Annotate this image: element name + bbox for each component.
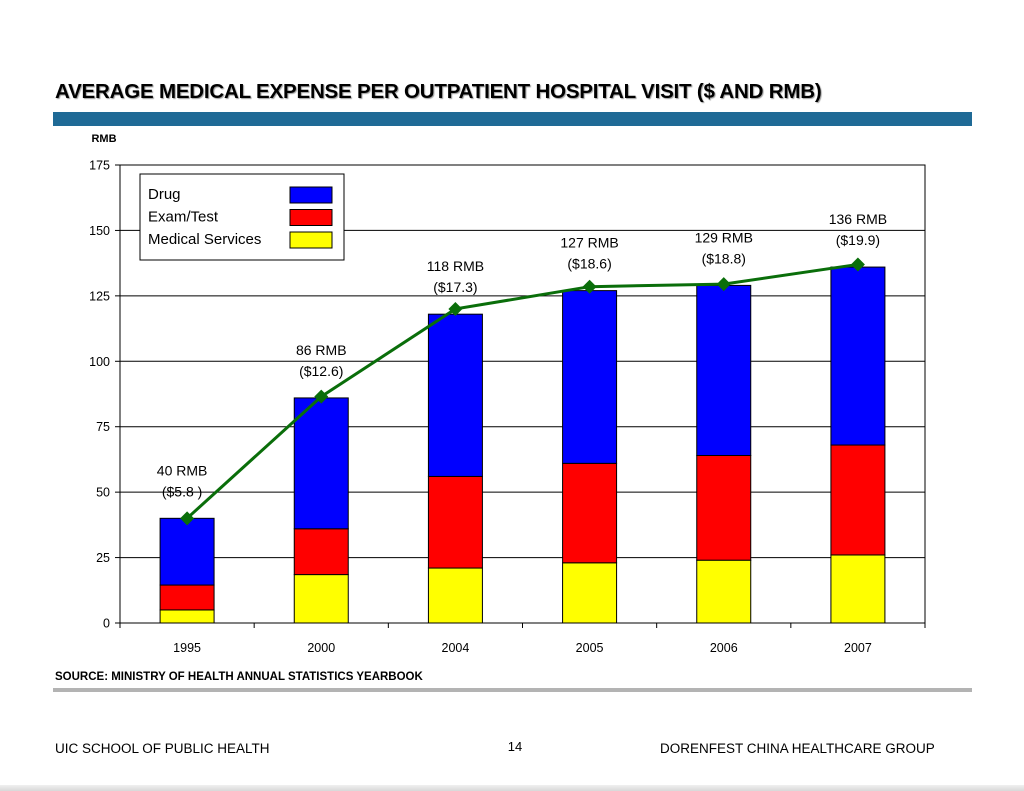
bar-exam-test xyxy=(562,462,618,564)
legend-label-medical-services: Medical Services xyxy=(148,231,261,248)
total-marker xyxy=(716,277,731,292)
bar-medical-services xyxy=(696,559,752,624)
bar-medical-services xyxy=(293,574,349,624)
stacked-bar-chart: RMB 0 25 50 75 100 125 150 175 1995 2000 2004 2005… xyxy=(89,133,926,655)
chart-legend: Drug Exam/Test Medical Services xyxy=(139,173,345,261)
y-tick-label: 25 xyxy=(96,551,110,565)
y-tick-label: 0 xyxy=(103,617,110,631)
footer-organization: UIC SCHOOL OF PUBLIC HEALTH xyxy=(55,741,270,756)
total-line xyxy=(186,262,859,520)
legend-swatch-exam-test xyxy=(289,209,333,226)
y-axis-unit-label: RMB xyxy=(91,133,116,145)
title-bar xyxy=(53,112,972,126)
bar-exam-test xyxy=(696,455,752,561)
total-marker xyxy=(448,301,463,316)
data-label-usd: ($17.3) xyxy=(433,279,477,295)
data-label-usd: ($19.9) xyxy=(836,232,880,248)
data-label-rmb: 136 RMB xyxy=(829,211,887,227)
y-tick-label: 150 xyxy=(89,224,110,238)
x-tick-label: 1995 xyxy=(173,641,201,655)
bar-medical-services xyxy=(427,567,483,624)
total-marker xyxy=(180,511,195,526)
data-label-rmb: 86 RMB xyxy=(296,342,347,358)
bar-exam-test xyxy=(159,584,215,611)
legend-label-drug: Drug xyxy=(148,186,181,203)
total-marker xyxy=(314,389,329,404)
data-label-usd: ($12.6) xyxy=(299,363,343,379)
legend-label-exam-test: Exam/Test xyxy=(148,209,219,226)
bar-drug xyxy=(293,397,349,530)
footer-company: DORENFEST CHINA HEALTHCARE GROUP xyxy=(660,741,935,756)
bar-medical-services xyxy=(159,609,215,624)
slide-bottom-edge xyxy=(0,785,1024,791)
total-marker xyxy=(850,257,865,272)
legend-swatch-medical-services xyxy=(289,231,333,249)
data-label-rmb: 40 RMB xyxy=(157,462,208,478)
data-label-rmb: 129 RMB xyxy=(695,229,753,245)
bar-drug xyxy=(696,284,752,457)
source-note: SOURCE: MINISTRY OF HEALTH ANNUAL STATIS… xyxy=(55,671,423,683)
x-tick-label: 2000 xyxy=(307,641,335,655)
source-divider xyxy=(53,688,972,692)
bar-exam-test xyxy=(830,444,886,556)
y-tick-label: 100 xyxy=(89,355,110,369)
bar-drug xyxy=(562,290,618,464)
x-tick-label: 2004 xyxy=(442,641,470,655)
slide-title: AVERAGE MEDICAL EXPENSE PER OUTPATIENT H… xyxy=(55,80,822,103)
y-tick-label: 75 xyxy=(96,420,110,434)
data-label-usd: ($18.6) xyxy=(567,256,611,272)
bar-medical-services xyxy=(562,562,618,624)
legend-swatch-drug xyxy=(289,186,333,204)
bar-drug xyxy=(830,266,886,446)
data-label-rmb: 127 RMB xyxy=(560,235,618,251)
data-label-rmb: 118 RMB xyxy=(427,258,484,274)
bar-drug xyxy=(159,517,215,586)
bar-exam-test xyxy=(427,475,483,569)
data-label-usd: ($18.8) xyxy=(702,250,746,266)
x-tick-label: 2005 xyxy=(576,641,604,655)
x-tick-label: 2006 xyxy=(710,641,738,655)
y-tick-label: 50 xyxy=(96,486,110,500)
total-marker xyxy=(582,279,597,294)
page-number: 14 xyxy=(507,739,523,754)
y-tick-label: 175 xyxy=(89,159,110,173)
bar-exam-test xyxy=(293,528,349,576)
x-tick-label: 2007 xyxy=(844,641,872,655)
data-label-usd: ($5.8 ) xyxy=(162,483,202,499)
bar-medical-services xyxy=(830,554,886,624)
y-tick-label: 125 xyxy=(89,289,110,303)
bar-drug xyxy=(427,313,483,477)
